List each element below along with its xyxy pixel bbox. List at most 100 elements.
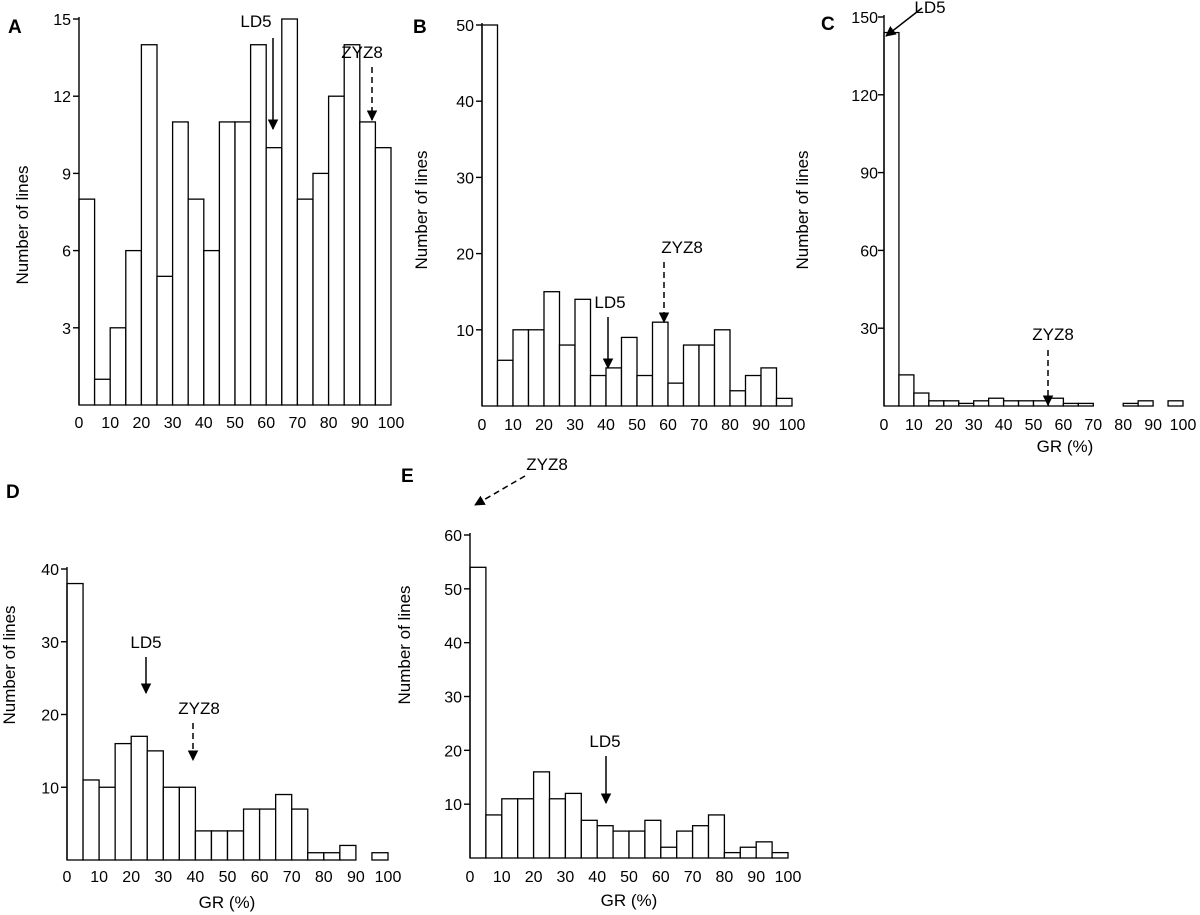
x-tick-label: 20 xyxy=(535,417,553,434)
histogram-bar xyxy=(517,798,535,859)
histogram-bar xyxy=(203,249,221,406)
annotation-label: LD5 xyxy=(594,293,625,312)
x-tick-label: 80 xyxy=(721,417,739,434)
y-tick-label: 10 xyxy=(41,780,59,797)
histogram-bar xyxy=(512,329,530,407)
histogram-bar xyxy=(620,336,638,407)
histogram-bar xyxy=(580,819,598,859)
histogram-bar xyxy=(898,374,915,407)
x-tick-label: 0 xyxy=(63,869,72,886)
histogram-bar xyxy=(323,852,341,861)
histogram-bar xyxy=(1077,402,1094,407)
x-tick-label: 90 xyxy=(1144,417,1162,434)
histogram-bar xyxy=(78,198,96,406)
histogram-bar xyxy=(146,750,164,861)
histogram-bar xyxy=(66,582,84,861)
histogram-bar xyxy=(1017,400,1035,407)
y-tick-label: 40 xyxy=(444,636,462,653)
histogram-bar xyxy=(1032,400,1050,407)
x-tick-label: 100 xyxy=(775,869,802,886)
histogram-bar xyxy=(130,735,148,861)
x-tick-label: 40 xyxy=(187,869,205,886)
panel-letter: B xyxy=(413,17,427,38)
x-tick-label: 0 xyxy=(478,417,487,434)
y-tick-label: 12 xyxy=(53,89,71,106)
histogram-bar xyxy=(307,852,325,861)
histogram-bar xyxy=(729,390,747,407)
histogram-bar xyxy=(343,44,361,406)
x-tick-label: 70 xyxy=(684,869,702,886)
y-tick-label: 20 xyxy=(41,708,59,725)
x-tick-label: 80 xyxy=(320,415,338,432)
histogram-bar xyxy=(481,24,499,407)
x-tick-label: 100 xyxy=(1170,417,1197,434)
histogram-bar xyxy=(589,374,607,407)
histogram-bar xyxy=(651,321,669,407)
y-tick-label: 40 xyxy=(41,562,59,579)
x-tick-label: 20 xyxy=(525,869,543,886)
panel-b: B 10 20 30 40 50 0 10 20 30 40 50 60 70 80 90 100 Number … xyxy=(412,17,805,434)
x-tick-label: 30 xyxy=(566,417,584,434)
annotation-label: ZYZ8 xyxy=(526,455,568,474)
annotation-label: ZYZ8 xyxy=(1032,325,1074,344)
histogram-bar xyxy=(691,825,710,859)
y-axis-label: Number of lines xyxy=(395,585,414,704)
x-tick-label: 40 xyxy=(995,417,1013,434)
panel-d: D 10 20 30 40 0 10 20 30 40 50 60 70 80 90 100 Number of… xyxy=(0,482,401,912)
y-tick-label: 30 xyxy=(41,635,59,652)
x-tick-label: 100 xyxy=(375,869,402,886)
x-tick-label: 30 xyxy=(154,869,172,886)
histogram-bar xyxy=(548,798,567,859)
histogram-bar xyxy=(339,844,357,861)
histogram-bar xyxy=(943,400,960,407)
x-axis-label: GR (%) xyxy=(199,893,256,912)
histogram-bar xyxy=(274,793,293,861)
y-tick-label: 30 xyxy=(860,321,878,338)
y-tick-label: 20 xyxy=(456,247,474,264)
histogram-bar xyxy=(194,830,213,861)
histogram-bar xyxy=(682,344,700,407)
histogram-bar xyxy=(114,742,132,861)
histogram-bar xyxy=(178,786,197,861)
histogram-bar xyxy=(1047,397,1065,407)
x-tick-label: 40 xyxy=(195,415,213,432)
y-tick-label: 30 xyxy=(444,690,462,707)
histogram-bar xyxy=(82,779,100,861)
histogram-bar xyxy=(676,830,694,859)
histogram-bar xyxy=(698,344,716,407)
x-tick-label: 40 xyxy=(597,417,615,434)
annotation-arrow xyxy=(474,475,526,506)
x-tick-label: 40 xyxy=(588,869,606,886)
histogram-bar xyxy=(532,771,551,859)
y-tick-label: 10 xyxy=(456,323,474,340)
panel-c: C 30 60 90 120 150 0 10 20 30 40 50 60 70 80 90 100 Numbe… xyxy=(793,0,1196,456)
x-tick-label: 30 xyxy=(164,415,182,432)
histogram-bar xyxy=(527,329,545,407)
y-axis-label: Number of lines xyxy=(793,150,812,269)
histogram-bar xyxy=(958,402,975,407)
x-tick-label: 70 xyxy=(690,417,708,434)
annotation-label: LD5 xyxy=(914,0,945,17)
x-tick-label: 100 xyxy=(378,415,405,432)
histogram-bar xyxy=(156,275,174,406)
histogram-bar xyxy=(258,808,277,861)
annotation-label: LD5 xyxy=(589,732,620,751)
y-axis-label: Number of lines xyxy=(412,150,431,269)
annotation-arrow xyxy=(885,7,923,37)
panel-letter: A xyxy=(8,17,22,38)
y-tick-label: 3 xyxy=(62,321,71,338)
histogram-bar xyxy=(469,566,487,859)
histogram-bar xyxy=(1002,400,1020,407)
x-tick-label: 10 xyxy=(504,417,522,434)
y-tick-label: 120 xyxy=(851,88,878,105)
histogram-bar xyxy=(543,291,561,407)
y-tick-label: 6 xyxy=(62,244,71,261)
y-axis-label: Number of lines xyxy=(13,165,32,284)
histogram-bar xyxy=(291,808,309,861)
y-axis-label: Number of lines xyxy=(0,605,19,724)
histogram-bar xyxy=(913,392,930,407)
panel-letter: D xyxy=(6,482,20,503)
x-tick-label: 90 xyxy=(347,869,365,886)
histogram-bar xyxy=(93,378,111,406)
